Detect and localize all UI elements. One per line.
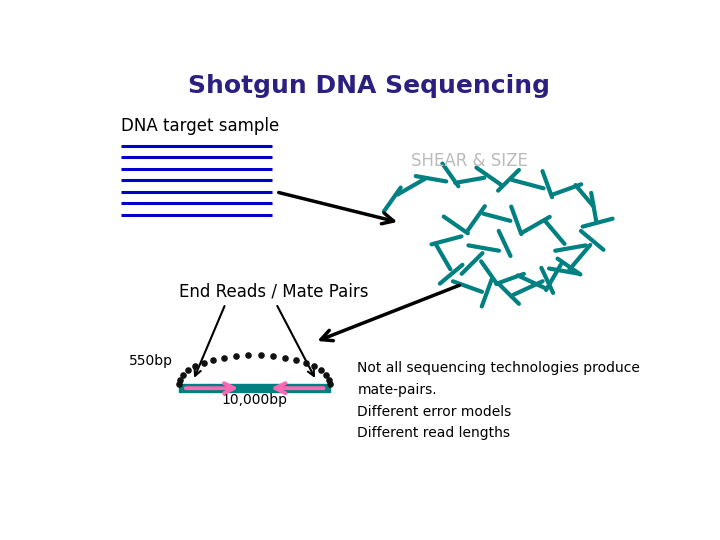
Text: SHEAR & SIZE: SHEAR & SIZE — [411, 152, 528, 170]
Point — [323, 375, 335, 384]
Point — [315, 366, 327, 375]
Point — [198, 359, 210, 367]
Point — [309, 362, 320, 370]
Point — [255, 351, 266, 360]
Point — [189, 362, 201, 370]
Point — [174, 380, 185, 389]
Text: Shotgun DNA Sequencing: Shotgun DNA Sequencing — [188, 75, 550, 98]
Point — [300, 359, 312, 367]
Point — [174, 375, 186, 384]
Text: 550bp: 550bp — [129, 354, 173, 368]
Point — [320, 370, 332, 379]
Point — [290, 355, 302, 364]
Point — [243, 351, 254, 360]
Point — [207, 355, 219, 364]
Text: End Reads / Mate Pairs: End Reads / Mate Pairs — [179, 283, 369, 301]
Point — [230, 352, 242, 360]
Point — [177, 370, 189, 379]
Text: Not all sequencing technologies produce
mate-pairs.
Different error models
Diffe: Not all sequencing technologies produce … — [357, 361, 640, 440]
Point — [182, 366, 194, 375]
Text: 10,000bp: 10,000bp — [221, 393, 287, 407]
Point — [279, 353, 291, 362]
Point — [325, 380, 336, 389]
Point — [219, 353, 230, 362]
Bar — [179, 384, 330, 392]
Point — [267, 352, 279, 360]
Text: DNA target sample: DNA target sample — [121, 117, 279, 136]
